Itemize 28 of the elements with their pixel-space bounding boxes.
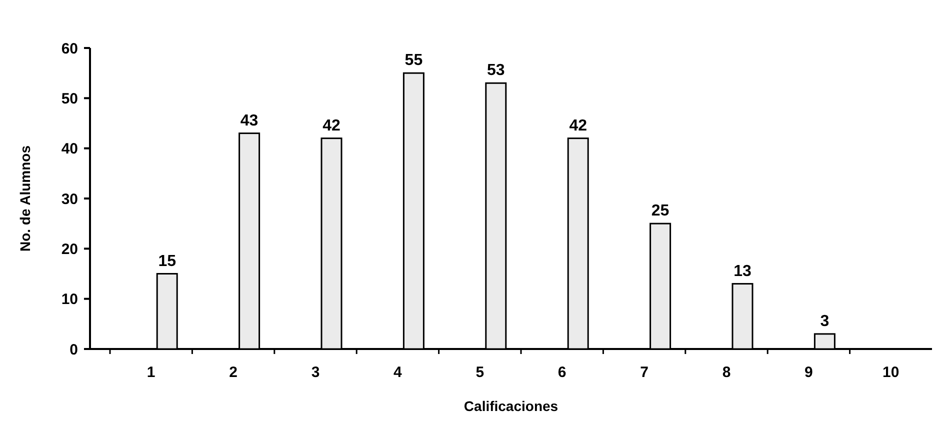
x-tick-label: 10 [882,364,900,381]
x-tick-label: 7 [640,364,648,381]
y-tick-label: 10 [61,291,78,308]
x-tick-label: 4 [394,364,403,381]
data-label: 25 [651,202,670,220]
x-tick-label: 5 [476,364,484,381]
data-label: 3 [820,312,830,330]
x-tick-label: 8 [722,364,731,381]
y-tick-label: 50 [61,90,78,108]
x-axis-title: Calificaciones [464,398,558,414]
y-tick-label: 60 [61,40,78,58]
y-tick-label: 20 [61,240,78,258]
data-label: 55 [404,52,423,70]
data-label: 13 [734,262,752,280]
x-tick-label: 9 [804,364,813,381]
y-tick-label: 30 [61,190,78,208]
x-tick-label: 2 [229,364,238,381]
x-tick-label: 1 [146,364,156,381]
data-label: 42 [322,117,340,134]
y-axis-title: No. de Alumnos [17,145,33,252]
data-label: 42 [569,117,588,134]
x-tick-label: 6 [558,364,566,381]
y-tick-label: 0 [70,341,78,358]
x-tick-label: 3 [311,364,320,381]
y-tick-label: 40 [61,140,78,158]
data-label: 53 [487,62,505,80]
data-label: 43 [240,112,258,130]
data-label: 15 [158,252,176,270]
